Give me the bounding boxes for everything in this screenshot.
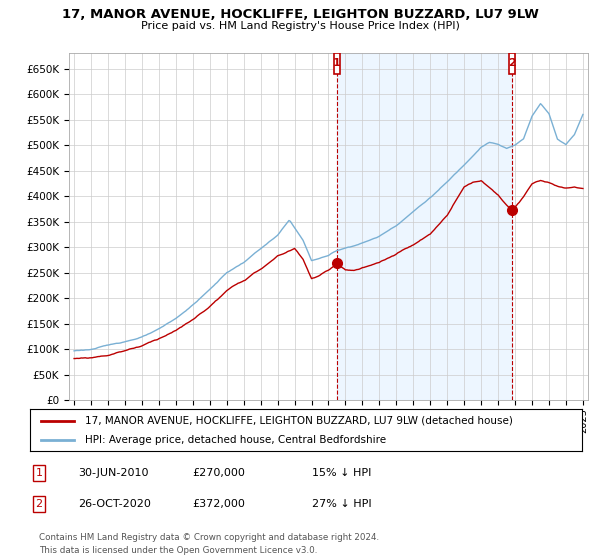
Text: £270,000: £270,000 — [192, 468, 245, 478]
Text: 1: 1 — [35, 468, 43, 478]
Text: 17, MANOR AVENUE, HOCKLIFFE, LEIGHTON BUZZARD, LU7 9LW: 17, MANOR AVENUE, HOCKLIFFE, LEIGHTON BU… — [62, 8, 538, 21]
Text: Contains HM Land Registry data © Crown copyright and database right 2024.
This d: Contains HM Land Registry data © Crown c… — [39, 533, 379, 554]
Text: 15% ↓ HPI: 15% ↓ HPI — [312, 468, 371, 478]
Text: 27% ↓ HPI: 27% ↓ HPI — [312, 499, 371, 509]
FancyBboxPatch shape — [509, 53, 515, 73]
Text: 26-OCT-2020: 26-OCT-2020 — [78, 499, 151, 509]
Text: 2: 2 — [508, 58, 516, 68]
Text: 1: 1 — [333, 58, 341, 68]
Text: Price paid vs. HM Land Registry's House Price Index (HPI): Price paid vs. HM Land Registry's House … — [140, 21, 460, 31]
Bar — [337, 53, 512, 400]
Text: 17, MANOR AVENUE, HOCKLIFFE, LEIGHTON BUZZARD, LU7 9LW (detached house): 17, MANOR AVENUE, HOCKLIFFE, LEIGHTON BU… — [85, 416, 513, 426]
Text: 30-JUN-2010: 30-JUN-2010 — [78, 468, 149, 478]
Text: 2: 2 — [35, 499, 43, 509]
FancyBboxPatch shape — [334, 53, 340, 73]
Text: HPI: Average price, detached house, Central Bedfordshire: HPI: Average price, detached house, Cent… — [85, 435, 386, 445]
Text: £372,000: £372,000 — [192, 499, 245, 509]
